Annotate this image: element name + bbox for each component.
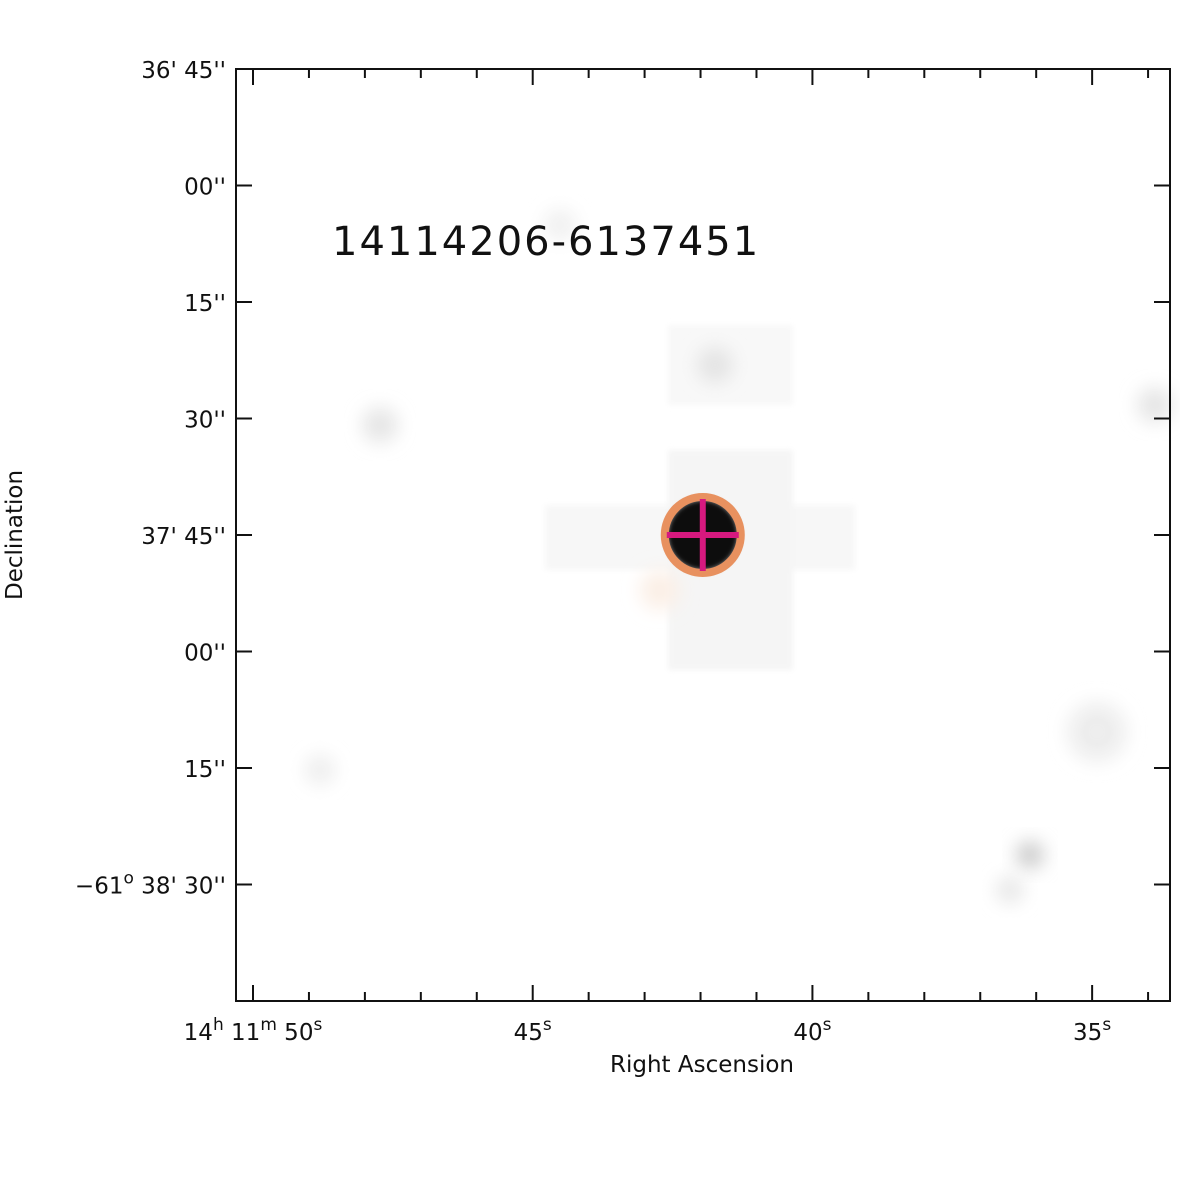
tick-label-part: 36' 45'' [141, 58, 226, 84]
tick-label-sup: o [123, 869, 133, 889]
tick-label: −61o 38' 30'' [75, 869, 226, 900]
tick-label: 35s [1073, 1015, 1111, 1046]
tick-label-part: 15'' [184, 291, 226, 317]
tick-label-part: 11 [224, 1020, 261, 1046]
tick-label-part: 00'' [184, 175, 226, 201]
tick-label-part: 40 [793, 1020, 822, 1046]
tick-label-part: 45 [514, 1020, 543, 1046]
tick-label: 14h 11m 50s [184, 1015, 323, 1046]
source-name: 14114206-6137451 [332, 219, 760, 265]
tick-label: 00'' [184, 175, 226, 201]
tick-label-part: 37' 45'' [141, 524, 226, 550]
tick-label-part: 38' 30'' [134, 874, 226, 900]
sky-background [236, 69, 1173, 1001]
tick-label: 37' 45'' [141, 524, 226, 550]
tick-label-part: 14 [184, 1020, 213, 1046]
source-circle [660, 493, 745, 577]
tick-label-sup: s [543, 1015, 552, 1035]
tick-label-sup: s [823, 1015, 832, 1035]
tick-label: 36' 45'' [141, 58, 226, 84]
tick-label-sup: h [213, 1015, 224, 1035]
tick-label-part: 00'' [184, 641, 226, 667]
tick-label: 15'' [184, 757, 226, 783]
tick-label: 15'' [184, 291, 226, 317]
tick-label-part: 35 [1073, 1020, 1102, 1046]
tick-label-part: −61 [75, 874, 124, 900]
y-axis-label: Declination [2, 470, 28, 600]
tick-label: 00'' [184, 641, 226, 667]
tick-label-part: 50 [277, 1020, 314, 1046]
tick-label-sup: m [260, 1015, 277, 1035]
tick-label: 45s [514, 1015, 552, 1046]
tick-label-sup: s [1102, 1015, 1111, 1035]
tick-label-part: 30'' [184, 408, 226, 434]
tick-label-part: 15'' [184, 757, 226, 783]
tick-label-sup: s [313, 1015, 322, 1035]
tick-label: 40s [793, 1015, 831, 1046]
tick-label: 30'' [184, 408, 226, 434]
x-axis-label: Right Ascension [610, 1052, 794, 1078]
